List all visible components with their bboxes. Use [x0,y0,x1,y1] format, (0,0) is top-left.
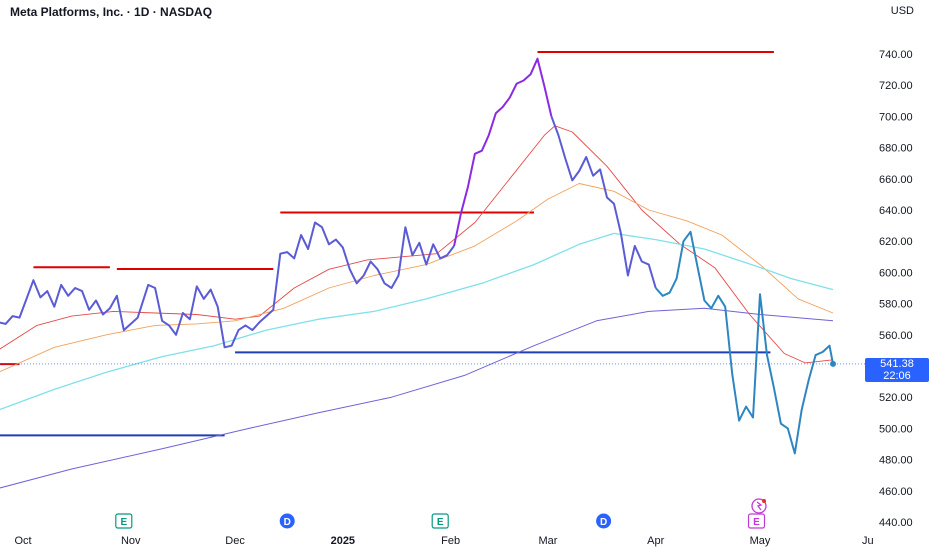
y-tick-label: 460.00 [879,486,913,498]
bar-countdown: 22:06 [883,370,911,382]
y-tick-label: 740.00 [879,49,913,61]
x-tick-label: Apr [647,535,664,547]
y-tick-label: 520.00 [879,392,913,404]
y-tick-label: 600.00 [879,267,913,279]
y-tick-label: 440.00 [879,517,913,529]
y-tick-label: 720.00 [879,80,913,92]
x-tick-label: Feb [441,535,460,547]
y-tick-label: 700.00 [879,111,913,123]
event-badge-label: E [753,517,760,528]
event-badge-label: E [437,517,444,528]
ma200-line [0,307,834,489]
y-tick-label: 680.00 [879,143,913,155]
price-line-layer [0,57,834,455]
x-tick-label: Ju [862,535,874,547]
levels-layer [0,50,774,437]
ma20-line [0,125,834,364]
price-line-segment-late [550,116,657,289]
x-tick-label: Mar [538,535,557,547]
x-tick-label: 2025 [331,535,355,547]
earnings-event-badge[interactable]: E [747,513,766,529]
currency-label[interactable]: USD [890,5,914,17]
dividend-event-badge[interactable]: D [596,513,612,529]
y-tick-label: 580.00 [879,299,913,311]
time-axis[interactable]: Oct Nov Dec 2025 Feb Mar Apr May Ju [14,535,873,547]
last-price-dot [830,360,837,367]
x-tick-label: Nov [121,535,141,547]
last-price-value: 541.38 [880,358,914,370]
event-badge-label: D [284,517,291,528]
x-tick-label: May [750,535,771,547]
earnings-event-badge[interactable]: E [115,513,133,529]
y-tick-label: 640.00 [879,205,913,217]
price-line-segment-recent [654,230,834,455]
last-price-label: 541.38 22:06 [865,358,929,382]
y-tick-label: 620.00 [879,236,913,248]
event-badge-label: E [120,517,127,528]
price-line-segment-early [0,221,455,349]
y-tick-label: 500.00 [879,423,913,435]
y-tick-label: 560.00 [879,330,913,342]
event-badge-label: D [600,517,607,528]
price-axis[interactable]: 440.00460.00480.00500.00520.00540.00560.… [879,49,913,529]
spark-icon[interactable] [751,498,767,514]
x-tick-label: Dec [225,535,245,547]
chart-title: Meta Platforms, Inc. · 1D · NASDAQ [10,5,213,19]
price-line-segment-mid [453,57,553,247]
earnings-event-badge[interactable]: E [431,513,449,529]
x-tick-label: Oct [14,535,31,547]
y-tick-label: 480.00 [879,455,913,467]
ma100-line [0,232,834,411]
dividend-event-badge[interactable]: D [279,513,295,529]
y-tick-label: 660.00 [879,174,913,186]
